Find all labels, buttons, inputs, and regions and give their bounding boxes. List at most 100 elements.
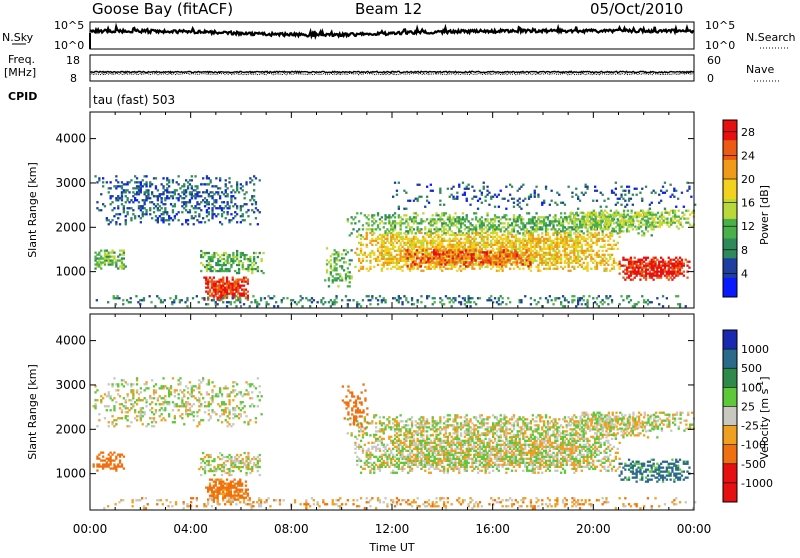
data-cell [200, 254, 202, 256]
data-cell [513, 230, 515, 232]
data-cell [369, 262, 371, 264]
data-cell [592, 297, 594, 299]
data-cell [240, 221, 242, 223]
data-cell [193, 217, 195, 219]
data-cell [507, 234, 509, 236]
data-cell [324, 279, 326, 281]
data-cell [475, 212, 477, 214]
data-cell [358, 270, 360, 272]
data-cell [127, 213, 129, 215]
data-cell [125, 221, 127, 223]
data-cell [140, 187, 142, 189]
data-cell [645, 228, 647, 230]
data-cell [473, 190, 475, 192]
data-cell [106, 250, 108, 252]
data-cell [576, 228, 578, 230]
data-cell [671, 275, 673, 277]
data-cell [586, 188, 588, 190]
data-cell [375, 220, 377, 222]
data-cell [454, 251, 456, 253]
data-cell [394, 226, 396, 228]
data-cell [111, 423, 113, 425]
data-cell [339, 275, 341, 277]
data-cell [222, 297, 224, 299]
data-cell [517, 190, 519, 192]
data-cell [670, 224, 672, 226]
data-cell [552, 240, 554, 242]
data-cell [529, 263, 531, 265]
data-cell [366, 244, 368, 246]
data-cell [439, 236, 441, 238]
data-cell [173, 299, 175, 301]
data-cell [503, 198, 505, 200]
data-cell [424, 228, 426, 230]
data-cell [352, 299, 354, 301]
data-cell [405, 226, 407, 228]
data-cell [554, 250, 556, 252]
data-cell [626, 204, 628, 206]
data-cell [490, 240, 492, 242]
data-cell [283, 297, 285, 299]
data-cell [390, 252, 392, 254]
data-cell [449, 238, 451, 240]
data-cell [475, 238, 477, 240]
data-cell [281, 301, 283, 303]
data-cell [641, 295, 643, 297]
data-cell [245, 181, 247, 183]
data-cell [560, 254, 562, 256]
data-cell [464, 194, 466, 196]
data-cell [642, 210, 644, 212]
data-cell [140, 183, 142, 185]
data-cell [466, 186, 468, 188]
data-cell [234, 203, 236, 205]
data-cell [349, 281, 351, 283]
data-cell [598, 212, 600, 214]
data-cell [579, 234, 581, 236]
data-cell [119, 223, 121, 225]
data-cell [486, 224, 488, 226]
data-cell [468, 220, 470, 222]
data-cell [681, 192, 683, 194]
data-cell [330, 263, 332, 265]
data-cell [566, 220, 568, 222]
data-cell [424, 220, 426, 222]
data-cell [532, 226, 534, 228]
data-cell [409, 200, 411, 202]
data-cell [651, 301, 653, 303]
data-cell [603, 240, 605, 242]
data-cell [110, 197, 112, 199]
data-cell [123, 379, 125, 381]
data-cell [237, 291, 239, 293]
data-cell [592, 250, 594, 252]
freq-trace [90, 71, 694, 74]
data-cell [178, 219, 180, 221]
data-cell [223, 207, 225, 209]
data-cell [155, 177, 157, 179]
data-cell [566, 248, 568, 250]
data-cell [651, 222, 653, 224]
data-cell [524, 224, 526, 226]
data-cell [543, 202, 545, 204]
data-cell [452, 196, 454, 198]
data-cell [420, 265, 422, 267]
data-cell [149, 295, 151, 297]
data-cell [147, 189, 149, 191]
data-cell [603, 244, 605, 246]
data-cell [687, 222, 689, 224]
data-cell [243, 291, 245, 293]
data-cell [432, 214, 434, 216]
data-cell [400, 232, 402, 234]
data-cell [441, 218, 443, 220]
data-cell [481, 194, 483, 196]
data-cell [681, 226, 683, 228]
data-cell [219, 179, 221, 181]
data-cell [267, 303, 269, 305]
data-cell [403, 190, 405, 192]
data-cell [225, 185, 227, 187]
data-cell [636, 194, 638, 196]
data-cell [424, 238, 426, 240]
data-cell [250, 301, 252, 303]
data-cell [640, 222, 642, 224]
data-cell [369, 299, 371, 301]
data-cell [641, 200, 643, 202]
